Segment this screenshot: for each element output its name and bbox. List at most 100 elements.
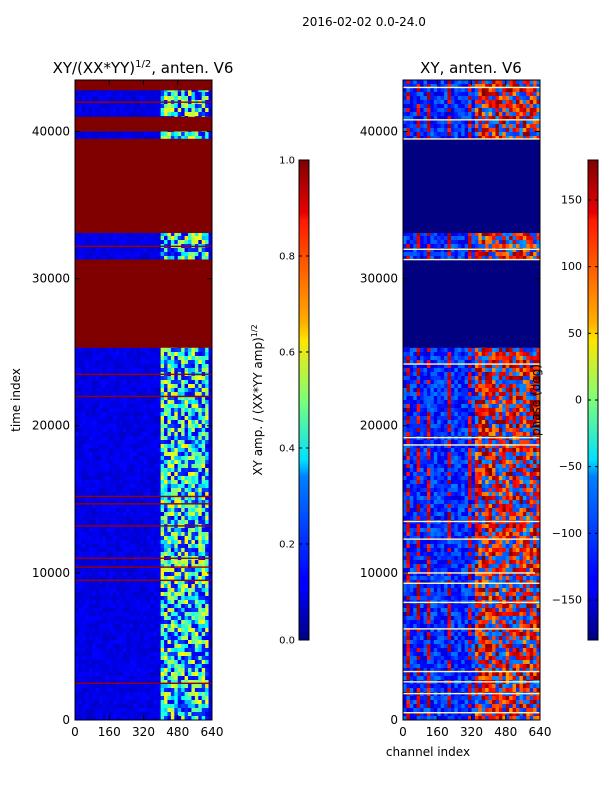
heatmap-cell: [160, 400, 165, 405]
heatmap-cell: [78, 652, 83, 657]
heatmap-cell: [140, 712, 144, 717]
heatmap-cell: [112, 648, 117, 653]
heatmap-cell: [129, 480, 134, 485]
heatmap-cell: [167, 404, 172, 409]
heatmap-cell: [129, 408, 134, 413]
heatmap-cell: [136, 652, 141, 657]
heatmap-cell: [105, 488, 110, 493]
heatmap-cell: [140, 520, 144, 525]
heatmap-cell: [109, 468, 113, 473]
heatmap-cell: [109, 452, 113, 457]
heatmap-cell: [153, 492, 158, 497]
heatmap-cell: [122, 656, 127, 661]
heatmap-cell: [136, 684, 141, 689]
heatmap-cell: [85, 96, 89, 101]
heatmap-cell: [157, 632, 161, 637]
heatmap-cell: [164, 496, 168, 501]
heatmap-cell: [126, 712, 131, 717]
heatmap-cell: [136, 240, 141, 245]
heatmap-cell: [78, 540, 83, 545]
heatmap-cell: [88, 552, 93, 557]
heatmap-cell: [119, 472, 124, 477]
heatmap-cell: [136, 484, 141, 489]
heatmap-cell: [116, 604, 120, 609]
heatmap-cell: [170, 548, 175, 553]
heatmap-cell: [75, 472, 79, 477]
heatmap-cell: [136, 528, 141, 533]
heatmap-cell: [174, 424, 179, 429]
heatmap-cell: [75, 652, 79, 657]
heatmap-cell: [116, 704, 120, 709]
heatmap-cell: [153, 104, 158, 109]
heatmap-cell: [143, 396, 148, 401]
heatmap-cell: [78, 640, 83, 645]
heatmap-cell: [136, 588, 141, 593]
heatmap-cell: [177, 548, 182, 553]
heatmap-cell: [129, 680, 134, 685]
heatmap-cell: [98, 532, 103, 537]
heatmap-cell: [102, 448, 107, 453]
heatmap-cell: [164, 664, 168, 669]
heatmap-cell: [174, 504, 179, 509]
heatmap-cell: [129, 676, 134, 681]
heatmap-cell: [88, 396, 93, 401]
heatmap-cell: [92, 448, 96, 453]
heatmap-cell: [160, 364, 165, 369]
heatmap-cell: [112, 112, 117, 117]
heatmap-cell: [88, 404, 93, 409]
heatmap-cell: [126, 404, 131, 409]
heatmap-cell: [102, 436, 107, 441]
heatmap-cell: [170, 564, 175, 569]
heatmap-cell: [129, 352, 134, 357]
heatmap-cell: [105, 716, 110, 720]
heatmap-cell: [116, 484, 120, 489]
heatmap-cell: [146, 676, 151, 681]
heatmap-cell: [143, 604, 148, 609]
heatmap-cell: [98, 460, 103, 465]
heatmap-cell: [122, 416, 127, 421]
heatmap-cell: [119, 640, 124, 645]
heatmap-cell: [126, 428, 131, 433]
heatmap-cell: [95, 380, 100, 385]
heatmap-cell: [170, 664, 175, 669]
heatmap-cell: [119, 664, 124, 669]
heatmap-cell: [146, 688, 151, 693]
heatmap-cell: [109, 616, 113, 621]
heatmap-cell: [157, 676, 161, 681]
heatmap-cell: [170, 636, 175, 641]
heatmap-cell: [150, 532, 155, 537]
heatmap-cell: [109, 500, 113, 505]
heatmap-cell: [81, 376, 86, 381]
heatmap-cell: [98, 484, 103, 489]
heatmap-cell: [164, 108, 168, 113]
heatmap-cell: [116, 460, 120, 465]
heatmap-cell: [119, 712, 124, 717]
heatmap-cell: [177, 596, 182, 601]
heatmap-cell: [126, 444, 131, 449]
heatmap-cell: [85, 376, 89, 381]
heatmap-cell: [140, 392, 144, 397]
heatmap-cell: [133, 436, 137, 441]
heatmap-cell: [140, 376, 144, 381]
heatmap-cell: [85, 548, 89, 553]
heatmap-cell: [157, 240, 161, 245]
heatmap-cell: [122, 576, 127, 581]
heatmap-cell: [126, 692, 131, 697]
heatmap-cell: [164, 596, 168, 601]
heatmap-cell: [136, 376, 141, 381]
heatmap-cell: [177, 672, 182, 677]
heatmap-cell: [146, 472, 151, 477]
heatmap-cell: [92, 636, 96, 641]
heatmap-cell: [88, 248, 93, 253]
heatmap-cell: [143, 464, 148, 469]
heatmap-cell: [75, 404, 79, 409]
heatmap-cell: [160, 464, 165, 469]
heatmap-cell: [112, 508, 117, 513]
heatmap-cell: [133, 112, 137, 117]
heatmap-cell: [81, 700, 86, 705]
heatmap-cell: [81, 672, 86, 677]
heatmap-cell: [88, 584, 93, 589]
heatmap-cell: [92, 668, 96, 673]
heatmap-cell: [150, 560, 155, 565]
heatmap-cell: [105, 480, 110, 485]
